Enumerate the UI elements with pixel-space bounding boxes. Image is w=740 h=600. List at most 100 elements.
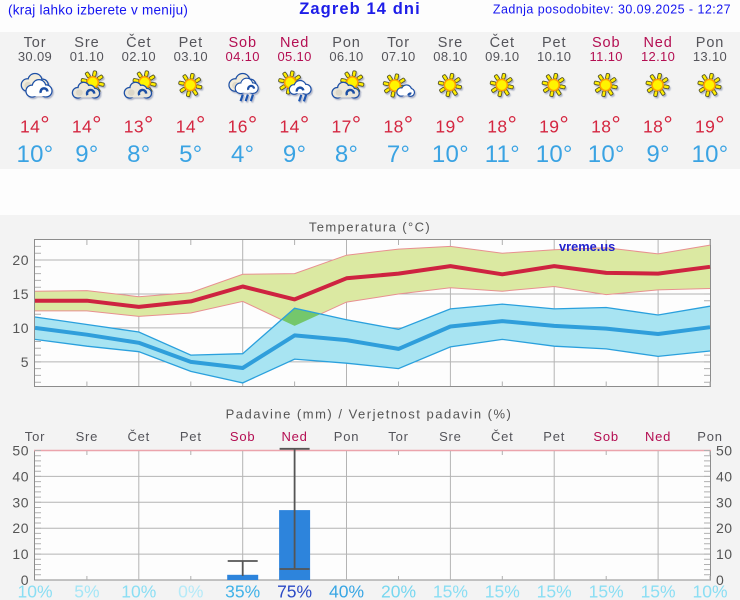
svg-text:9°: 9° xyxy=(75,141,98,168)
svg-text:(kraj lahko izberete v meniju): (kraj lahko izberete v meniju) xyxy=(8,3,188,18)
svg-text:19°: 19° xyxy=(435,112,465,138)
svg-text:5%: 5% xyxy=(74,582,99,600)
svg-text:15%: 15% xyxy=(485,582,520,600)
svg-text:30.09: 30.09 xyxy=(18,49,52,64)
svg-text:Sob: Sob xyxy=(593,429,619,444)
svg-text:Pet: Pet xyxy=(542,35,566,51)
svg-text:Ned: Ned xyxy=(643,35,672,51)
svg-text:75%: 75% xyxy=(277,582,312,600)
svg-text:Pet: Pet xyxy=(543,429,565,444)
svg-text:20: 20 xyxy=(716,520,733,536)
svg-text:01.10: 01.10 xyxy=(70,49,104,64)
svg-text:Čet: Čet xyxy=(127,429,150,444)
svg-text:Pet: Pet xyxy=(180,429,202,444)
svg-text:11°: 11° xyxy=(485,141,520,168)
svg-text:11.10: 11.10 xyxy=(590,49,623,64)
svg-text:17°: 17° xyxy=(331,112,361,138)
svg-text:18°: 18° xyxy=(383,112,413,138)
svg-text:19°: 19° xyxy=(695,112,725,138)
svg-text:8°: 8° xyxy=(335,141,358,168)
svg-text:40: 40 xyxy=(12,468,29,484)
svg-text:12.10: 12.10 xyxy=(641,49,675,64)
svg-text:Sre: Sre xyxy=(74,35,99,51)
svg-text:10°: 10° xyxy=(17,141,54,168)
svg-text:13.10: 13.10 xyxy=(693,49,727,64)
svg-text:50: 50 xyxy=(716,443,733,459)
svg-text:Ned: Ned xyxy=(645,429,671,444)
svg-text:09.10: 09.10 xyxy=(485,49,519,64)
svg-text:02.10: 02.10 xyxy=(122,49,156,64)
svg-text:14°: 14° xyxy=(20,112,50,138)
svg-text:15%: 15% xyxy=(641,582,676,600)
svg-text:Temperatura (°C): Temperatura (°C) xyxy=(309,220,431,235)
svg-text:Sob: Sob xyxy=(230,429,256,444)
svg-text:14°: 14° xyxy=(280,112,310,138)
svg-text:04.10: 04.10 xyxy=(226,49,260,64)
svg-text:0: 0 xyxy=(21,572,29,588)
svg-text:18°: 18° xyxy=(643,112,673,138)
svg-text:Tor: Tor xyxy=(25,429,45,444)
svg-text:9°: 9° xyxy=(283,141,306,168)
svg-text:Zadnja posodobitev: 30.09.2025: Zadnja posodobitev: 30.09.2025 - 12:27 xyxy=(493,3,731,17)
svg-text:Pon: Pon xyxy=(334,429,360,444)
svg-text:9°: 9° xyxy=(646,141,669,168)
svg-text:10°: 10° xyxy=(536,141,573,168)
svg-text:40: 40 xyxy=(716,468,733,484)
svg-text:Pon: Pon xyxy=(697,429,723,444)
svg-text:15: 15 xyxy=(12,286,29,302)
svg-text:8°: 8° xyxy=(127,141,150,168)
svg-text:15%: 15% xyxy=(537,582,572,600)
svg-text:0: 0 xyxy=(716,572,724,588)
svg-text:30: 30 xyxy=(12,494,29,510)
svg-text:16°: 16° xyxy=(228,112,258,138)
svg-text:10%: 10% xyxy=(17,582,52,600)
svg-text:15%: 15% xyxy=(589,582,624,600)
svg-text:10%: 10% xyxy=(692,582,727,600)
svg-text:Sre: Sre xyxy=(76,429,99,444)
svg-text:5: 5 xyxy=(21,354,29,370)
svg-text:20: 20 xyxy=(12,520,29,536)
svg-text:Sob: Sob xyxy=(592,35,621,51)
svg-text:10.10: 10.10 xyxy=(537,49,571,64)
svg-text:Tor: Tor xyxy=(387,35,410,51)
svg-text:Sre: Sre xyxy=(439,429,462,444)
svg-text:5°: 5° xyxy=(179,141,202,168)
svg-text:14°: 14° xyxy=(176,112,206,138)
svg-text:03.10: 03.10 xyxy=(174,49,208,64)
svg-text:18°: 18° xyxy=(591,112,621,138)
svg-text:Čet: Čet xyxy=(490,34,515,51)
svg-text:10°: 10° xyxy=(432,141,469,168)
svg-text:Zagreb 14 dni: Zagreb 14 dni xyxy=(299,0,421,18)
svg-text:10°: 10° xyxy=(692,141,729,168)
svg-text:35%: 35% xyxy=(225,582,260,600)
svg-text:18°: 18° xyxy=(487,112,517,138)
svg-text:Pon: Pon xyxy=(332,35,361,51)
svg-text:Čet: Čet xyxy=(126,34,151,51)
svg-text:20%: 20% xyxy=(381,582,416,600)
svg-text:Tor: Tor xyxy=(24,35,47,51)
svg-text:Ned: Ned xyxy=(281,429,307,444)
svg-text:06.10: 06.10 xyxy=(329,49,363,64)
svg-text:Čet: Čet xyxy=(491,429,514,444)
svg-text:Ned: Ned xyxy=(280,35,309,51)
svg-text:14°: 14° xyxy=(72,112,102,138)
svg-text:vreme.us: vreme.us xyxy=(559,239,615,254)
svg-text:10: 10 xyxy=(12,546,29,562)
svg-text:13°: 13° xyxy=(124,112,154,138)
svg-text:19°: 19° xyxy=(539,112,569,138)
svg-text:10°: 10° xyxy=(588,141,625,168)
svg-text:0%: 0% xyxy=(178,582,203,600)
svg-text:Pet: Pet xyxy=(179,35,203,51)
svg-text:Tor: Tor xyxy=(388,429,408,444)
svg-text:10: 10 xyxy=(716,546,733,562)
svg-text:10%: 10% xyxy=(121,582,156,600)
svg-text:7°: 7° xyxy=(387,141,410,168)
svg-text:20: 20 xyxy=(12,252,29,268)
svg-text:15%: 15% xyxy=(433,582,468,600)
svg-text:4°: 4° xyxy=(231,141,254,168)
svg-text:08.10: 08.10 xyxy=(433,49,467,64)
svg-text:05.10: 05.10 xyxy=(277,49,311,64)
svg-text:50: 50 xyxy=(12,443,29,459)
svg-text:30: 30 xyxy=(716,494,733,510)
svg-text:Padavine (mm) / Verjetnost pad: Padavine (mm) / Verjetnost padavin (%) xyxy=(226,407,513,422)
